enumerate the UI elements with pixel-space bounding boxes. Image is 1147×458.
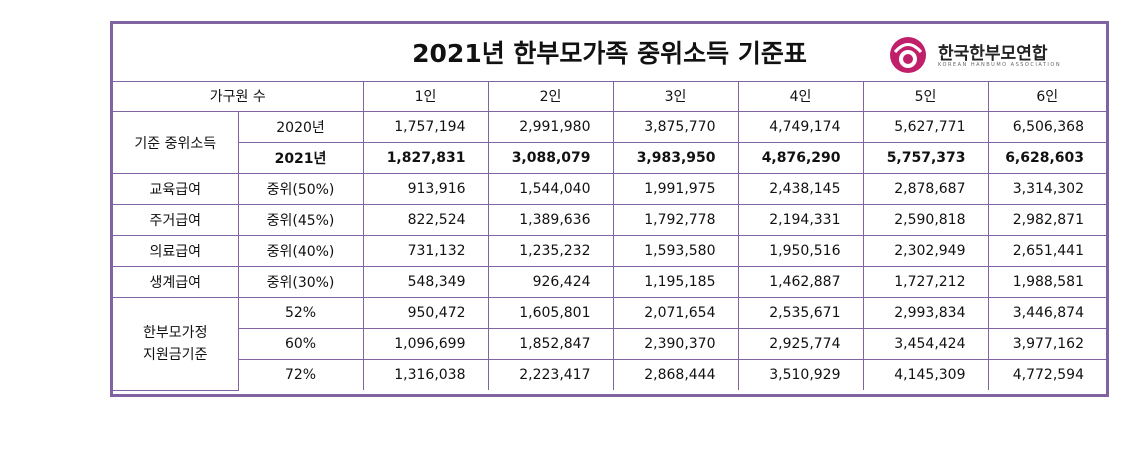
header-col: 6인 [987,81,1107,112]
table-cell: 2,991,980 [487,111,614,143]
table-cell: 2,535,671 [737,297,864,329]
table-row: 72% 1,316,038 2,223,417 2,868,444 3,510,… [113,359,1107,390]
table-cell: 6,506,368 [987,111,1107,143]
table-row: 의료급여 중위(40%) 731,132 1,235,232 1,593,580… [113,235,1107,267]
table-cell: 5,627,771 [862,111,989,143]
table-row: 주거급여 중위(45%) 822,524 1,389,636 1,792,778… [113,204,1107,236]
header-household: 가구원 수 [113,81,364,112]
table-row: 한부모가정 지원금기준 52% 950,472 1,605,801 2,071,… [113,297,1107,391]
table-row: 생계급여 중위(30%) 548,349 926,424 1,195,185 1… [113,266,1107,298]
table-cell: 1,316,038 [362,359,489,390]
header-col: 1인 [362,81,489,112]
table-cell: 1,757,194 [362,111,489,143]
row-sublabel: 중위(30%) [237,266,364,298]
page-title: 2021년 한부모가족 중위소득 기준표 [412,39,807,68]
single-parent-label-line2: 지원금기준 [143,346,208,363]
table-cell: 4,876,290 [737,142,864,174]
table-cell: 2,194,331 [737,204,864,236]
income-table-frame: 2021년 한부모가족 중위소득 기준표 한국한부모연합 KOREAN HANB… [110,21,1109,397]
table-cell: 4,749,174 [737,111,864,143]
table-cell: 3,454,424 [862,328,989,360]
table-cell: 2,982,871 [987,204,1107,236]
table-cell: 2,878,687 [862,173,989,205]
table-cell: 1,544,040 [487,173,614,205]
single-parent-label-line1: 한부모가정 [143,324,208,341]
row-label-education: 교육급여 [113,173,239,205]
table-cell: 3,875,770 [612,111,739,143]
table-cell: 1,593,580 [612,235,739,267]
association-logo: 한국한부모연합 KOREAN HANBUMO ASSOCIATION [888,35,1078,75]
row-label-single-parent: 한부모가정 지원금기준 [113,297,239,391]
table-cell: 2,302,949 [862,235,989,267]
table-cell: 4,772,594 [987,359,1107,390]
table-cell: 5,757,373 [862,142,989,174]
header-col: 3인 [612,81,739,112]
logo-name: 한국한부모연합 [938,44,1048,64]
table-cell: 2,590,818 [862,204,989,236]
table-cell: 3,314,302 [987,173,1107,205]
table-cell: 1,852,847 [487,328,614,360]
table-cell: 1,096,699 [362,328,489,360]
header-row: 가구원 수 1인 2인 3인 4인 5인 6인 [113,81,1107,112]
row-label-livelihood: 생계급여 [113,266,239,298]
table-cell: 2,651,441 [987,235,1107,267]
logo-subtitle: KOREAN HANBUMO ASSOCIATION [938,62,1062,68]
table-cell: 1,727,212 [862,266,989,298]
table-cell: 1,235,232 [487,235,614,267]
row-sublabel: 중위(50%) [237,173,364,205]
header-col: 2인 [487,81,614,112]
table-cell: 1,605,801 [487,297,614,329]
logo-mark-icon [890,37,926,73]
table-cell: 2,223,417 [487,359,614,390]
table-cell: 2,925,774 [737,328,864,360]
title-row: 2021년 한부모가족 중위소득 기준표 한국한부모연합 KOREAN HANB… [113,24,1106,82]
table-cell: 2,390,370 [612,328,739,360]
table-cell: 2,868,444 [612,359,739,390]
table-cell: 6,628,603 [987,142,1107,174]
table-cell: 1,950,516 [737,235,864,267]
table-row: 기준 중위소득 2020년 1,757,194 2,991,980 3,875,… [113,111,1107,174]
table-cell: 2,071,654 [612,297,739,329]
table-cell: 1,792,778 [612,204,739,236]
row-sublabel: 2021년 [238,142,364,174]
row-sublabel: 중위(40%) [237,235,364,267]
row-label-median: 기준 중위소득 [113,111,239,174]
row-sublabel: 2020년 [237,111,364,143]
row-sublabel: 60% [238,328,364,360]
table-cell: 2,438,145 [737,173,864,205]
table-cell: 3,510,929 [737,359,864,390]
table-cell: 1,389,636 [487,204,614,236]
table-cell: 2,993,834 [862,297,989,329]
row-sublabel: 52% [237,297,364,329]
table-cell: 3,983,950 [612,142,739,174]
table-cell: 1,462,887 [737,266,864,298]
table-cell: 548,349 [362,266,489,298]
table-cell: 3,446,874 [987,297,1107,329]
header-col: 4인 [737,81,864,112]
table-cell: 822,524 [362,204,489,236]
table-cell: 3,088,079 [487,142,614,174]
income-table: 가구원 수 1인 2인 3인 4인 5인 6인 기준 중위소득 2020년 1,… [113,81,1107,391]
table-cell: 926,424 [487,266,614,298]
row-label-housing: 주거급여 [113,204,239,236]
table-cell: 1,991,975 [612,173,739,205]
row-label-medical: 의료급여 [113,235,239,267]
table-cell: 4,145,309 [862,359,989,390]
table-cell: 1,827,831 [362,142,489,174]
table-row-highlight: 2021년 1,827,831 3,088,079 3,983,950 4,87… [113,142,1107,174]
table-cell: 1,195,185 [612,266,739,298]
table-cell: 1,988,581 [987,266,1107,298]
row-sublabel: 72% [238,359,364,390]
table-row: 교육급여 중위(50%) 913,916 1,544,040 1,991,975… [113,173,1107,205]
table-row: 60% 1,096,699 1,852,847 2,390,370 2,925,… [113,328,1107,360]
header-col: 5인 [862,81,989,112]
table-cell: 731,132 [362,235,489,267]
table-cell: 950,472 [362,297,489,329]
table-cell: 913,916 [362,173,489,205]
table-cell: 3,977,162 [987,328,1107,360]
row-sublabel: 중위(45%) [237,204,364,236]
